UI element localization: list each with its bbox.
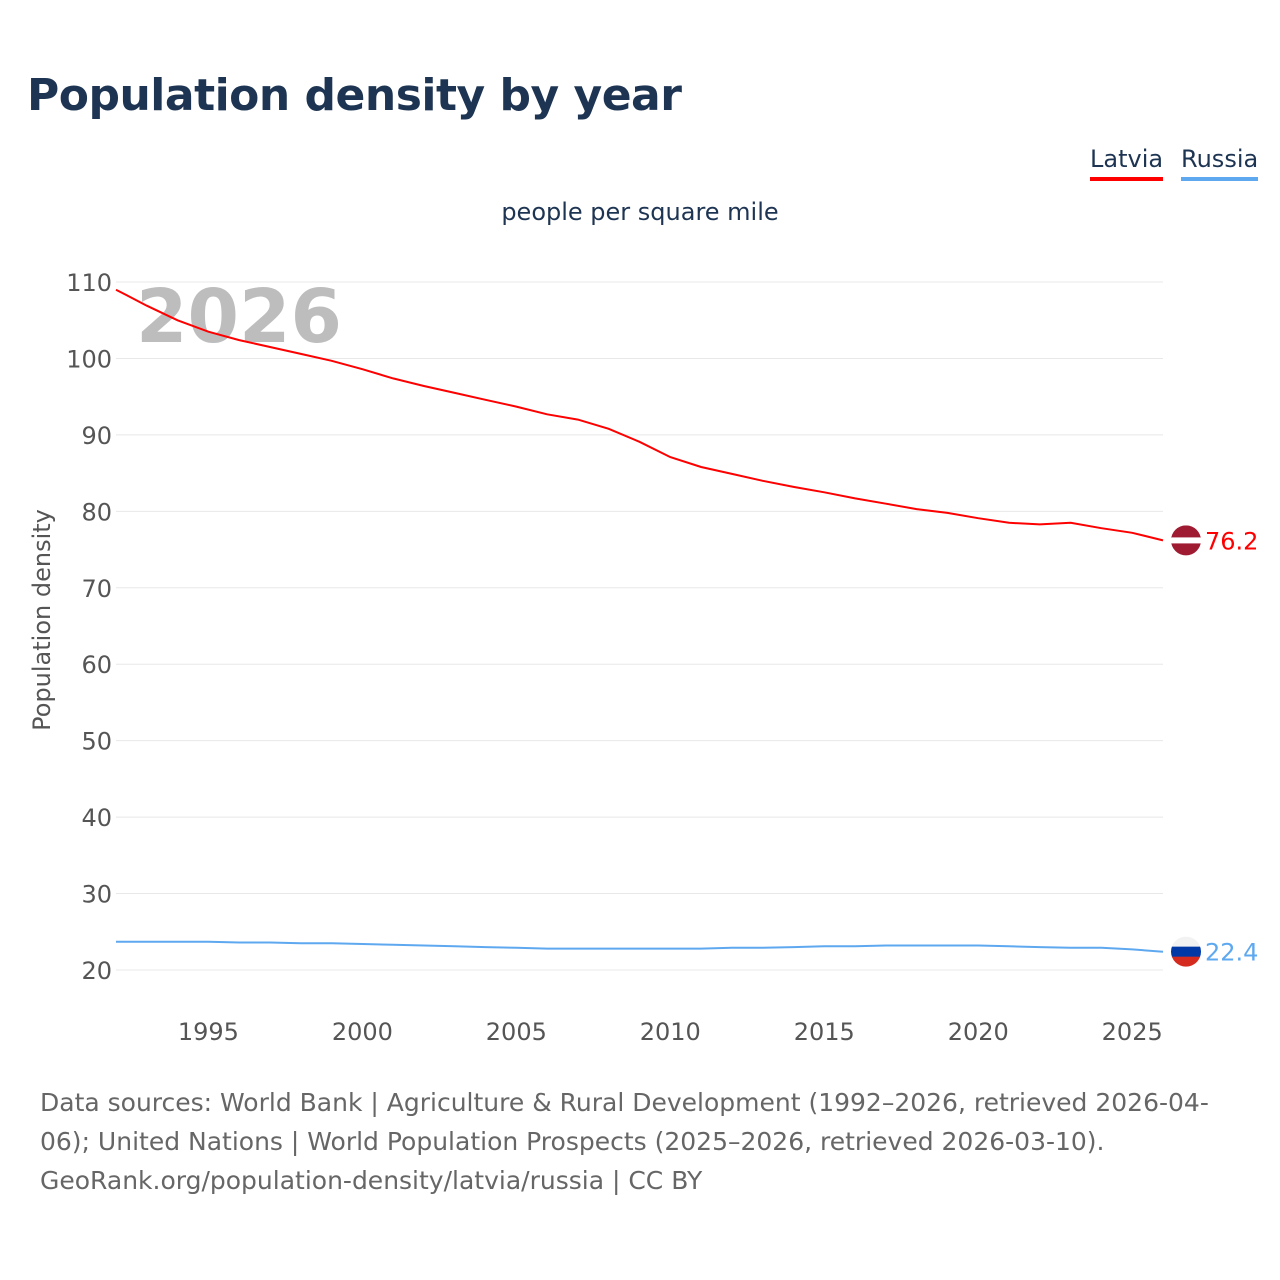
y-tick-label: 20 [81, 957, 112, 985]
source-link[interactable]: GeoRank.org/population-density/latvia/ru… [40, 1166, 703, 1195]
end-label-russia: 22.4 [1205, 939, 1258, 967]
flag-latvia-icon [1171, 525, 1201, 556]
end-label-latvia: 76.2 [1205, 527, 1258, 555]
chart-title: Population density by year [27, 70, 682, 121]
y-tick-label: 110 [66, 269, 112, 297]
x-tick-label: 2005 [486, 1018, 547, 1046]
x-tick-label: 2025 [1102, 1018, 1163, 1046]
year-watermark: 2026 [136, 274, 342, 360]
y-tick-label: 80 [81, 498, 112, 526]
y-tick-label: 40 [81, 804, 112, 832]
chart-subtitle: people per square mile [501, 198, 779, 226]
y-tick-label: 60 [81, 651, 112, 679]
series-line-latvia [115, 288, 1164, 542]
x-tick-label: 2020 [948, 1018, 1009, 1046]
x-tick-label: 1995 [178, 1018, 239, 1046]
data-sources: Data sources: World Bank | Agriculture &… [40, 1088, 1209, 1156]
y-tick-label: 70 [81, 575, 112, 603]
x-tick-label: 2015 [794, 1018, 855, 1046]
y-tick-label: 30 [81, 881, 112, 909]
y-axis-label: Population density [28, 509, 56, 731]
series-line-russia [116, 940, 1164, 953]
x-tick-label: 2000 [332, 1018, 393, 1046]
y-tick-label: 50 [81, 728, 112, 756]
legend-item-russia[interactable]: Russia [1181, 145, 1259, 181]
legend-item-latvia[interactable]: Latvia [1090, 145, 1164, 181]
y-tick-label: 100 [66, 345, 112, 373]
y-tick-label: 90 [81, 422, 112, 450]
footer: Data sources: World Bank | Agriculture &… [40, 1083, 1250, 1200]
x-tick-label: 2010 [640, 1018, 701, 1046]
flag-russia-icon [1171, 936, 1201, 967]
